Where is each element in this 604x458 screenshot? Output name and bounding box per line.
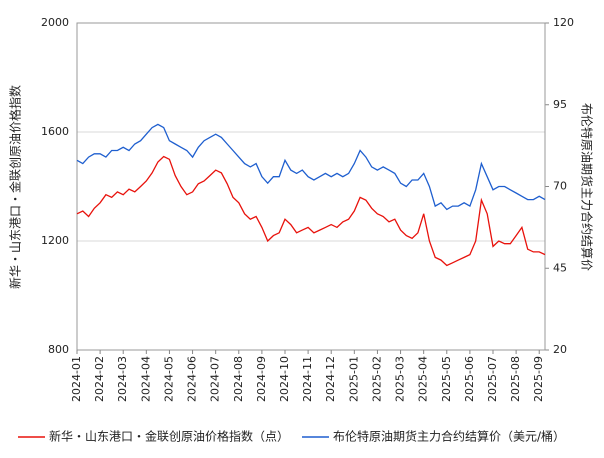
x-tick-label: 2025-08 — [509, 356, 522, 402]
x-tick-label: 2025-09 — [532, 356, 545, 402]
y2-tick-label: 45 — [553, 261, 567, 274]
plot-frame — [76, 22, 546, 351]
x-tick-label: 2025-07 — [486, 356, 499, 402]
x-tick-label: 2025-02 — [370, 356, 383, 402]
legend-label: 布伦特原油期货主力合约结算价（美元/桶） — [333, 429, 565, 444]
y-axis-title: 新华・山东港口・金联创原油价格指数 — [8, 85, 23, 289]
x-tick-label: 2024-08 — [232, 356, 245, 402]
x-tick-label: 2024-05 — [162, 356, 175, 402]
x-tick-label: 2024-12 — [324, 356, 337, 402]
x-tick-label: 2024-07 — [209, 356, 222, 402]
x-tick-label: 2024-06 — [186, 356, 199, 402]
y2-tick-label: 20 — [553, 343, 567, 356]
x-tick-label: 2024-02 — [93, 356, 106, 402]
y2-axis-title: 布伦特原油期货主力合约结算价 — [580, 103, 595, 271]
x-tick-label: 2024-03 — [116, 356, 129, 402]
data-line — [76, 155, 546, 267]
y-tick-label: 2000 — [41, 16, 69, 29]
legend-label: 新华・山东港口・金联创原油价格指数（点） — [49, 429, 289, 444]
x-tick-label: 2025-06 — [463, 356, 476, 402]
x-tick-label: 2024-09 — [255, 356, 268, 402]
x-tick-label: 2025-03 — [394, 356, 407, 402]
x-tick-label: 2024-11 — [301, 356, 314, 402]
x-tick-label: 2025-05 — [440, 356, 453, 402]
x-tick-label: 2025-04 — [417, 356, 430, 402]
data-line — [76, 123, 546, 211]
y-tick-label: 1200 — [41, 234, 69, 247]
y-tick-label: 800 — [48, 343, 69, 356]
x-tick-label: 2024-04 — [139, 356, 152, 402]
y2-tick-label: 120 — [553, 16, 574, 29]
y2-tick-label: 70 — [553, 180, 567, 193]
y-tick-label: 1600 — [41, 125, 69, 138]
y2-tick-label: 95 — [553, 98, 567, 111]
x-tick-label: 2024-01 — [70, 356, 83, 402]
x-tick-label: 2025-01 — [347, 356, 360, 402]
x-tick-label: 2024-10 — [278, 356, 291, 402]
